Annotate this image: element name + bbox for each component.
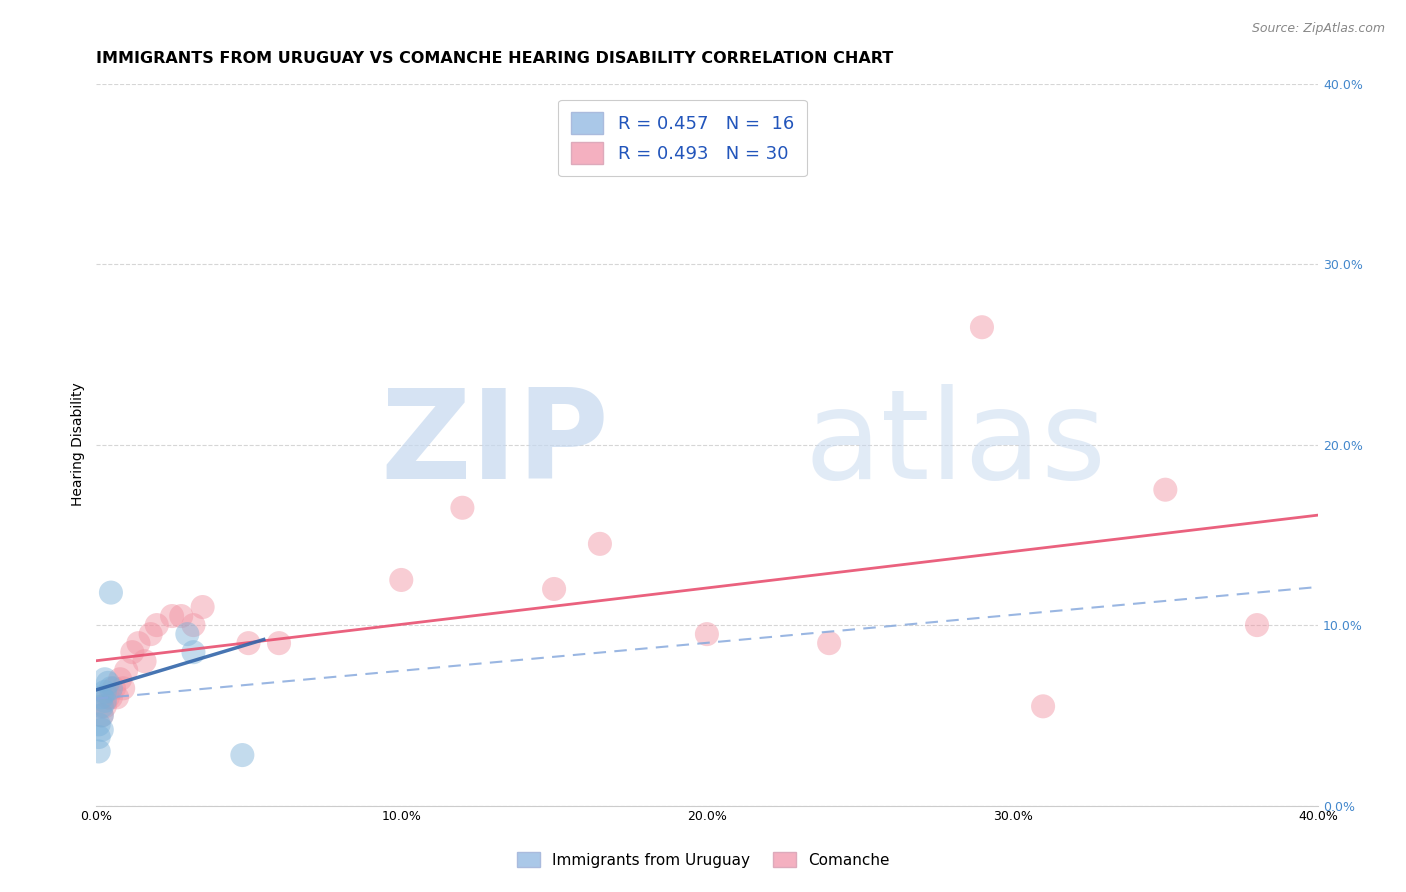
Point [127,636,149,650]
Point [818,636,841,650]
Point [115,663,138,677]
Point [90,699,112,714]
Point [183,645,205,659]
Point [94,672,117,686]
Point [97,676,120,690]
Point [451,500,474,515]
Point [90,708,112,723]
Point [100,690,122,705]
Point [238,636,260,650]
Text: ZIP: ZIP [381,384,609,505]
Point [87,730,110,744]
Legend: R = 0.457   N =  16, R = 0.493   N = 30: R = 0.457 N = 16, R = 0.493 N = 30 [558,100,807,177]
Point [170,609,193,624]
Point [191,600,214,615]
Point [139,627,162,641]
Point [696,627,718,641]
Point [108,672,131,686]
Point [100,585,122,599]
Text: IMMIGRANTS FROM URUGUAY VS COMANCHE HEARING DISABILITY CORRELATION CHART: IMMIGRANTS FROM URUGUAY VS COMANCHE HEAR… [96,51,893,66]
Point [94,699,117,714]
Point [183,618,205,632]
Point [134,654,156,668]
Point [389,573,412,587]
Point [94,694,117,708]
Point [231,747,253,762]
Point [90,723,112,737]
Point [146,618,169,632]
Point [160,609,183,624]
Legend: Immigrants from Uruguay, Comanche: Immigrants from Uruguay, Comanche [509,844,897,875]
Point [1154,483,1177,497]
Point [94,685,117,699]
Point [543,582,565,596]
Y-axis label: Hearing Disability: Hearing Disability [72,383,86,507]
Text: atlas: atlas [804,384,1107,505]
Point [1032,699,1054,714]
Point [87,717,110,731]
Point [176,627,198,641]
Point [970,320,993,334]
Point [589,537,612,551]
Point [121,645,143,659]
Text: Source: ZipAtlas.com: Source: ZipAtlas.com [1251,22,1385,36]
Point [103,681,125,696]
Point [105,690,128,705]
Point [267,636,290,650]
Point [100,681,122,696]
Point [90,690,112,705]
Point [90,708,112,723]
Point [87,744,110,758]
Point [112,681,135,696]
Point [1246,618,1268,632]
Point [97,690,120,705]
